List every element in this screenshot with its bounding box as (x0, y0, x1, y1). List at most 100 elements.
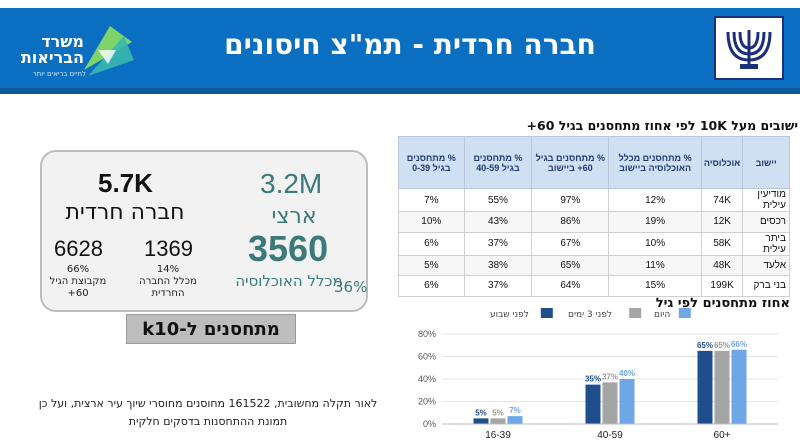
age60-vaccinated-percent: 66% (66, 264, 90, 275)
chart-title: אחוז מתחסנים לפי גיל (655, 296, 790, 311)
cell-town: בני ברק (742, 275, 790, 297)
data-label: 35% (585, 375, 601, 384)
x-tick-label: 40-59 (597, 430, 623, 441)
cell-pct-60: 97% (531, 188, 610, 212)
cell-pct-0-39: 10% (398, 211, 465, 233)
legend-label: לפני שבוע (490, 310, 529, 320)
col-pct-total: % מתחסנים מכלל האוכלוסיה ביישוב (608, 136, 702, 189)
knesset-menorah-logo (714, 16, 784, 80)
age-vaccination-chart: לפני שבוע לפני 3 ימים היום 0% 20% 40% 60% 80% 5%… (418, 308, 778, 441)
haredi-vaccinated-percent: 14% (156, 264, 180, 275)
y-tick-label: 20% (418, 397, 436, 407)
bar (731, 349, 747, 424)
cell-pct-total: 12% (608, 188, 702, 212)
age60-vaccinated-label: מקבוצת הגיל 60+ (49, 276, 107, 299)
table-row: בני ברק 199K 15% 64% 37% 6% (398, 275, 790, 297)
cell-pct-0-39: 6% (398, 275, 465, 297)
x-tick-label: 60+ (714, 430, 731, 441)
bar (619, 379, 635, 424)
bar (697, 350, 713, 424)
data-label: 66% (731, 340, 747, 349)
towns-table-title: ישובים מעל 10K לפי אחוז מתחסנים בגיל 60+ (526, 118, 798, 133)
y-tick-label: 0% (423, 419, 436, 429)
data-label: 5% (492, 408, 504, 417)
cell-pct-total: 11% (608, 254, 702, 276)
vaccinated-count-value: 3560 (248, 228, 329, 269)
haredi-population-value: 5.7K (98, 168, 153, 198)
age60-vaccinated-value: 6628 (54, 236, 103, 261)
header: חברה חרדית - תמ"צ חיסונים משרד הבריאות ל… (0, 0, 800, 97)
bar (602, 382, 618, 424)
data-label: 65% (714, 341, 730, 350)
data-label: 37% (602, 372, 618, 381)
cell-town: אלעד (742, 254, 790, 276)
legend-swatch (678, 308, 691, 318)
national-label: ארצי (271, 204, 317, 229)
cell-population: 12K (700, 211, 744, 233)
header-strip (0, 88, 800, 94)
y-tick-label: 40% (418, 374, 436, 384)
cell-pct-0-39: 7% (398, 188, 465, 212)
table-row: רכסים 12K 19% 86% 43% 10% (398, 211, 790, 233)
table-header-row: יישוב אוכלוסיה % מתחסנים מכלל האוכלוסיה … (398, 136, 790, 189)
y-tick-label: 80% (418, 329, 436, 339)
cell-pct-60: 65% (531, 254, 610, 276)
table-row: אלעד 48K 11% 65% 38% 5% (398, 254, 790, 276)
national-value: 3.2M (260, 168, 323, 199)
haredi-vaccinated-label: מכלל החברה החרדית (139, 276, 197, 299)
k10-vaccinated-label: מתחסנים ל-k10 (126, 314, 296, 344)
x-tick-label: 16-39 (485, 430, 511, 441)
cell-pct-60: 86% (531, 211, 610, 233)
cell-pct-60: 67% (531, 231, 610, 256)
cell-pct-0-39: 5% (398, 254, 465, 276)
legend-swatch (629, 308, 642, 318)
bar (714, 350, 730, 424)
towns-table: יישוב אוכלוסיה % מתחסנים מכלל האוכלוסיה … (398, 136, 790, 297)
legend-label: היום (654, 310, 670, 320)
cell-pct-40-59: 43% (463, 211, 533, 233)
data-label: 40% (619, 369, 635, 378)
menorah-icon (722, 24, 776, 72)
vaccinated-count-label: מכלל האוכלוסיה (235, 272, 343, 290)
data-label: 5% (475, 408, 487, 417)
cell-town: רכסים (742, 211, 790, 233)
logo-tagline: לחיים בריאים יותר (32, 70, 86, 78)
cell-pct-60: 64% (531, 275, 610, 297)
footnote: לאור תקלה מחשובית, 161522 מחוסנים מחוסרי… (38, 397, 378, 428)
bar (473, 418, 489, 424)
table-row: מודיעין עילית 74K 12% 97% 55% 7% (398, 188, 790, 212)
cell-pct-total: 10% (608, 231, 702, 256)
cell-population: 48K (700, 254, 744, 276)
bar (507, 416, 523, 424)
legend-label: לפני 3 ימים (568, 310, 612, 320)
cell-population: 199K (700, 275, 744, 297)
header-band (0, 8, 800, 88)
cell-pct-40-59: 55% (463, 188, 533, 212)
ministry-of-health-logo: משרד הבריאות לחיים בריאים יותר (18, 12, 138, 84)
haredi-vaccinated-value: 1369 (144, 236, 193, 261)
col-pct-0-39: % מתחסנים בגיל 0-39 (398, 136, 465, 189)
haredi-population-label: חברה חרדית (65, 200, 185, 225)
cell-pct-total: 15% (608, 275, 702, 297)
logo-name: משרד הבריאות (20, 32, 84, 67)
col-population: אוכלוסיה (700, 136, 744, 189)
cell-population: 74K (700, 188, 744, 212)
data-label: 7% (509, 406, 521, 415)
cell-pct-40-59: 37% (463, 231, 533, 256)
table-row: ביתר עילית 58K 10% 67% 37% 6% (398, 231, 790, 256)
col-pct-40-59: % מתחסנים בגיל 40-59 (463, 136, 533, 189)
cell-town: מודיעין עילית (742, 188, 790, 212)
cell-pct-40-59: 38% (463, 254, 533, 276)
cell-pct-0-39: 6% (398, 231, 465, 256)
legend-swatch (540, 308, 553, 318)
cell-population: 58K (700, 231, 744, 256)
cell-town: ביתר עילית (742, 231, 790, 256)
col-town: יישוב (742, 136, 790, 189)
y-tick-label: 60% (418, 352, 436, 362)
health-swoosh-icon (84, 26, 134, 76)
vaccination-summary-card: 5.7K חברה חרדית 3.2M ארצי 3560 מכלל האוכ… (40, 150, 368, 312)
col-pct-60: % מתחסנים בגיל 60+ ביישוב (531, 136, 610, 189)
bar (585, 384, 601, 424)
data-label: 65% (697, 341, 713, 350)
cell-pct-40-59: 37% (463, 275, 533, 297)
